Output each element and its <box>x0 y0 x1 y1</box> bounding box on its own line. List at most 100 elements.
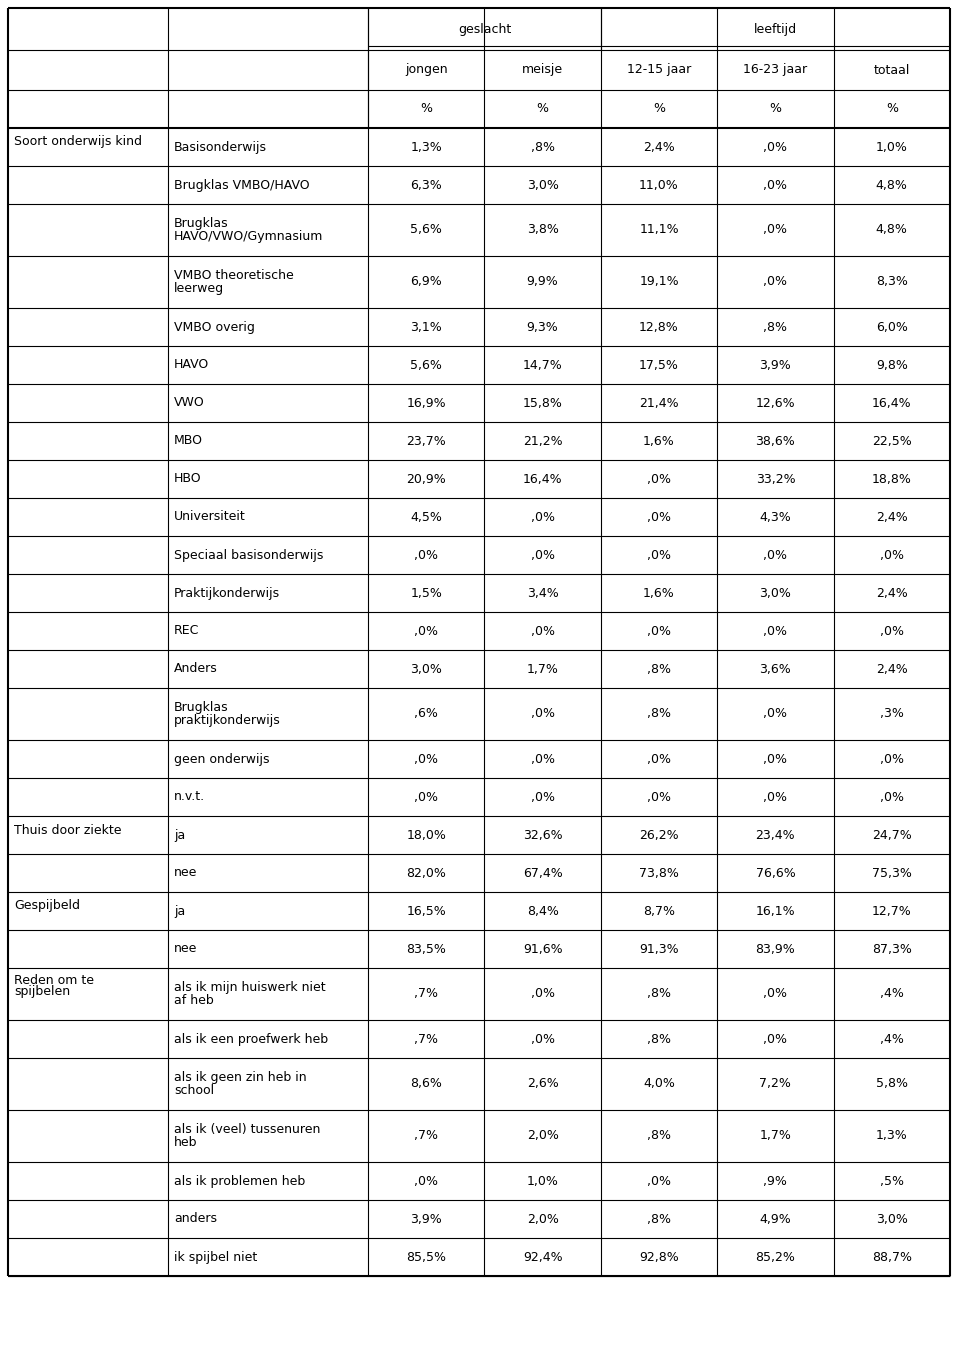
Text: 67,4%: 67,4% <box>523 866 563 879</box>
Text: ,9%: ,9% <box>763 1174 787 1188</box>
Text: ,0%: ,0% <box>763 752 787 766</box>
Text: Soort onderwijs kind: Soort onderwijs kind <box>14 135 142 149</box>
Text: Thuis door ziekte: Thuis door ziekte <box>14 824 122 836</box>
Text: leeftijd: leeftijd <box>754 23 797 35</box>
Text: ,0%: ,0% <box>531 510 555 524</box>
Text: ,0%: ,0% <box>414 625 438 637</box>
Text: Gespijbeld: Gespijbeld <box>14 900 80 912</box>
Text: ,0%: ,0% <box>647 752 671 766</box>
Text: 85,5%: 85,5% <box>406 1250 446 1264</box>
Text: 11,1%: 11,1% <box>639 223 679 237</box>
Text: 2,4%: 2,4% <box>876 663 907 675</box>
Text: 11,0%: 11,0% <box>639 179 679 192</box>
Text: af heb: af heb <box>174 994 214 1007</box>
Text: 16,5%: 16,5% <box>406 905 446 917</box>
Text: 23,7%: 23,7% <box>406 434 446 448</box>
Text: 1,6%: 1,6% <box>643 586 675 599</box>
Text: ,8%: ,8% <box>647 1130 671 1142</box>
Text: 18,8%: 18,8% <box>872 472 912 486</box>
Text: ,0%: ,0% <box>531 752 555 766</box>
Text: Reden om te: Reden om te <box>14 974 94 986</box>
Text: ,0%: ,0% <box>414 1174 438 1188</box>
Text: 12,6%: 12,6% <box>756 396 795 410</box>
Text: 1,3%: 1,3% <box>876 1130 907 1142</box>
Text: 8,7%: 8,7% <box>643 905 675 917</box>
Text: anders: anders <box>174 1212 217 1226</box>
Text: als ik geen zin heb in: als ik geen zin heb in <box>174 1072 306 1084</box>
Text: ,8%: ,8% <box>647 1212 671 1226</box>
Text: ,0%: ,0% <box>763 1032 787 1046</box>
Text: 5,6%: 5,6% <box>410 359 443 372</box>
Text: als ik (veel) tussenuren: als ik (veel) tussenuren <box>174 1123 321 1137</box>
Text: 1,0%: 1,0% <box>876 141 908 153</box>
Text: ,4%: ,4% <box>880 1032 903 1046</box>
Text: ,0%: ,0% <box>763 141 787 153</box>
Text: 3,1%: 3,1% <box>410 321 442 333</box>
Text: ,3%: ,3% <box>880 708 903 721</box>
Text: VWO: VWO <box>174 396 204 410</box>
Text: 16-23 jaar: 16-23 jaar <box>743 64 807 77</box>
Text: 75,3%: 75,3% <box>872 866 912 879</box>
Text: 9,8%: 9,8% <box>876 359 908 372</box>
Text: ,0%: ,0% <box>531 1032 555 1046</box>
Text: 4,5%: 4,5% <box>410 510 443 524</box>
Text: ,0%: ,0% <box>414 790 438 804</box>
Text: ,0%: ,0% <box>879 548 903 561</box>
Text: nee: nee <box>174 943 198 955</box>
Text: heb: heb <box>174 1137 198 1149</box>
Text: 2,4%: 2,4% <box>876 586 907 599</box>
Text: 85,2%: 85,2% <box>756 1250 795 1264</box>
Text: 73,8%: 73,8% <box>639 866 679 879</box>
Text: REC: REC <box>174 625 200 637</box>
Text: ,8%: ,8% <box>647 1032 671 1046</box>
Text: ja: ja <box>174 828 185 842</box>
Text: 83,9%: 83,9% <box>756 943 795 955</box>
Text: VMBO theoretische: VMBO theoretische <box>174 269 294 281</box>
Text: 2,0%: 2,0% <box>527 1212 559 1226</box>
Text: 8,6%: 8,6% <box>410 1077 443 1091</box>
Text: Brugklas: Brugklas <box>174 701 228 714</box>
Text: %: % <box>537 103 548 115</box>
Text: 18,0%: 18,0% <box>406 828 446 842</box>
Text: ,0%: ,0% <box>414 548 438 561</box>
Text: ,0%: ,0% <box>647 548 671 561</box>
Text: 92,4%: 92,4% <box>523 1250 563 1264</box>
Text: ,0%: ,0% <box>763 625 787 637</box>
Text: ,0%: ,0% <box>763 179 787 192</box>
Text: 9,9%: 9,9% <box>527 276 559 288</box>
Text: Praktijkonderwijs: Praktijkonderwijs <box>174 586 280 599</box>
Text: ,0%: ,0% <box>531 708 555 721</box>
Text: ,0%: ,0% <box>647 790 671 804</box>
Text: ,0%: ,0% <box>879 625 903 637</box>
Text: 19,1%: 19,1% <box>639 276 679 288</box>
Text: 91,3%: 91,3% <box>639 943 679 955</box>
Text: n.v.t.: n.v.t. <box>174 790 205 804</box>
Text: ,0%: ,0% <box>763 708 787 721</box>
Text: ja: ja <box>174 905 185 917</box>
Text: 3,6%: 3,6% <box>759 663 791 675</box>
Text: leerweg: leerweg <box>174 281 224 295</box>
Text: 6,9%: 6,9% <box>410 276 442 288</box>
Text: HAVO: HAVO <box>174 359 209 372</box>
Text: als ik mijn huiswerk niet: als ik mijn huiswerk niet <box>174 981 325 994</box>
Text: 16,4%: 16,4% <box>523 472 563 486</box>
Text: 91,6%: 91,6% <box>523 943 563 955</box>
Text: geslacht: geslacht <box>458 23 511 35</box>
Text: 9,3%: 9,3% <box>527 321 559 333</box>
Text: 4,8%: 4,8% <box>876 223 908 237</box>
Text: 38,6%: 38,6% <box>756 434 795 448</box>
Text: 3,0%: 3,0% <box>759 586 791 599</box>
Text: %: % <box>886 103 898 115</box>
Text: ,0%: ,0% <box>531 790 555 804</box>
Text: 26,2%: 26,2% <box>639 828 679 842</box>
Text: Speciaal basisonderwijs: Speciaal basisonderwijs <box>174 548 324 561</box>
Text: spijbelen: spijbelen <box>14 985 70 999</box>
Text: 92,8%: 92,8% <box>639 1250 679 1264</box>
Text: geen onderwijs: geen onderwijs <box>174 752 270 766</box>
Text: 4,9%: 4,9% <box>759 1212 791 1226</box>
Text: %: % <box>653 103 665 115</box>
Text: 1,6%: 1,6% <box>643 434 675 448</box>
Text: 21,2%: 21,2% <box>523 434 563 448</box>
Text: 3,4%: 3,4% <box>527 586 559 599</box>
Text: 16,4%: 16,4% <box>872 396 912 410</box>
